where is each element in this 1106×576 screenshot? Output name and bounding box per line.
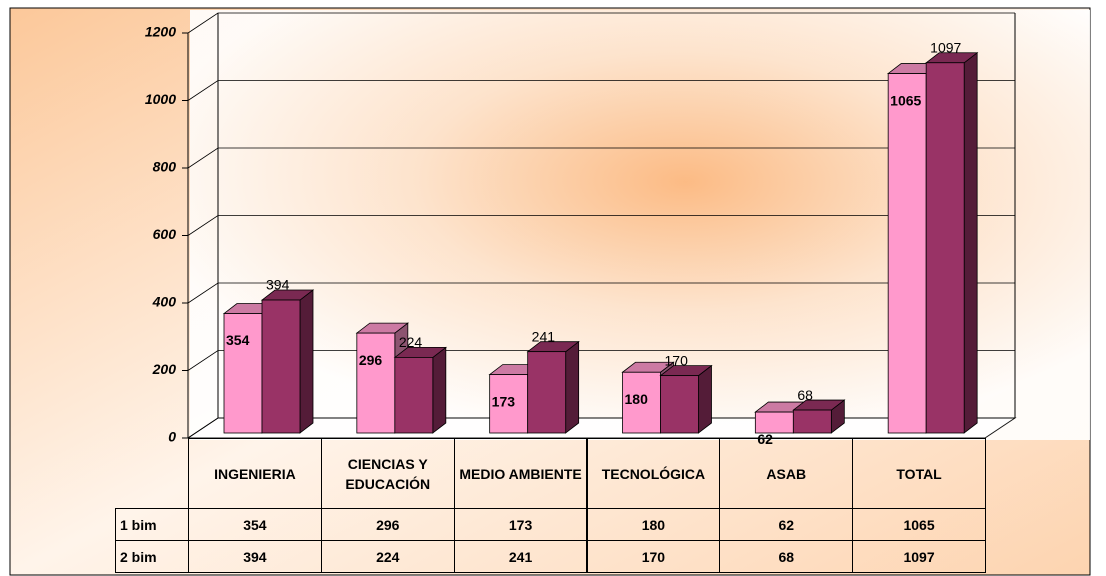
table-value: 1065 [852, 508, 986, 541]
y-tick-label: 1000 [145, 91, 176, 107]
y-tick-label: 200 [152, 361, 177, 377]
bar-side [565, 340, 580, 434]
bar [792, 409, 832, 434]
table-value: 1097 [852, 540, 986, 573]
x-tick-label: ASAB [719, 438, 854, 509]
grid-line [187, 350, 1015, 371]
x-tick-label: TOTAL [852, 438, 986, 509]
table-value: 173 [453, 508, 588, 541]
bar [622, 371, 661, 434]
x-tick-label: CIENCIAS Y EDUCACIÓN [320, 438, 455, 509]
bar-side [432, 346, 447, 434]
grid-line [187, 80, 1015, 101]
grid-line [187, 12, 1015, 34]
bar [527, 351, 567, 434]
x-tick-label: TECNOLÓGICA [586, 438, 721, 509]
grid-line [187, 417, 1015, 439]
bar [394, 356, 434, 434]
value-label: 1097 [930, 39, 961, 55]
bar-side [299, 289, 314, 434]
table-value: 354 [188, 508, 322, 541]
value-label: 68 [797, 387, 813, 403]
table-value: 241 [453, 540, 588, 573]
grid-line [187, 147, 1015, 169]
bar-side [698, 364, 712, 434]
table-value: 224 [320, 540, 455, 573]
value-label: 224 [399, 334, 423, 350]
table-value: 170 [586, 540, 721, 573]
legend-label: 1 bim [115, 508, 189, 541]
bar [489, 374, 529, 434]
y-tick-label: 1200 [145, 24, 176, 40]
table-value: 394 [188, 540, 322, 573]
value-label: 1065 [890, 92, 921, 108]
value-label: 173 [492, 393, 516, 409]
table-value: 180 [586, 508, 721, 541]
y-tick-label: 400 [152, 294, 177, 310]
legend-label: 2 bim [115, 540, 189, 573]
value-label: 170 [665, 352, 689, 368]
value-label: 394 [266, 277, 290, 293]
x-tick-label: INGENIERIA [188, 438, 322, 509]
value-label: 354 [226, 332, 250, 348]
y-tick-label: 600 [153, 226, 177, 242]
bar [223, 313, 263, 434]
value-label: 241 [532, 328, 556, 344]
grid-line [187, 215, 1015, 236]
bar [356, 332, 396, 434]
x-tick-label: MEDIO AMBIENTE [453, 438, 588, 509]
grid-line [187, 282, 1015, 304]
table-value: 296 [320, 508, 455, 541]
bar-side [963, 51, 978, 434]
value-label: 296 [359, 352, 383, 368]
y-tick-label: 800 [153, 159, 177, 175]
bar [887, 73, 927, 434]
y-tick-label: 0 [168, 429, 176, 445]
bar [660, 375, 699, 434]
value-label: 180 [625, 391, 649, 407]
bar [261, 299, 301, 434]
table-value: 62 [719, 508, 854, 541]
table-value: 68 [719, 540, 854, 573]
bar [925, 62, 965, 434]
